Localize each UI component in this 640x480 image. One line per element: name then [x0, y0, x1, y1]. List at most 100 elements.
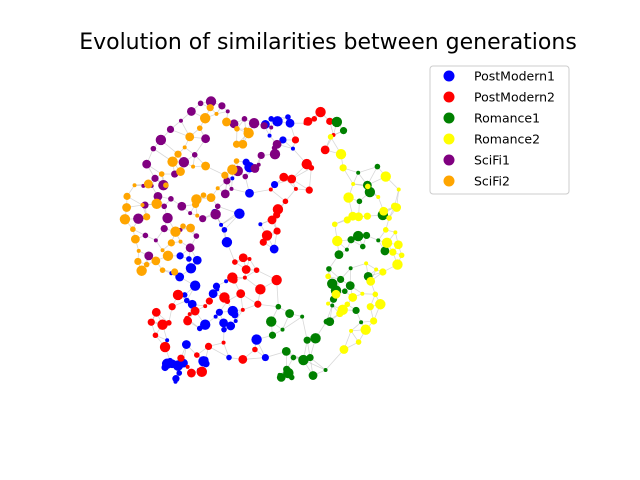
- graph-node-scifi2: [143, 213, 151, 221]
- graph-node-postmodern2: [203, 304, 208, 309]
- graph-node-romance1: [339, 127, 348, 135]
- graph-node-postmodern1: [199, 319, 211, 330]
- graph-node-postmodern2: [320, 145, 330, 155]
- graph-node-postmodern1: [219, 318, 228, 328]
- graph-node-scifi2: [196, 125, 203, 131]
- graph-node-scifi2: [199, 113, 211, 124]
- graph-node-scifi1: [241, 116, 248, 122]
- graph-node-postmodern2: [240, 307, 245, 312]
- graph-node-romance1: [347, 236, 355, 244]
- graph-node-postmodern1: [279, 136, 287, 144]
- graph-node-postmodern2: [268, 187, 273, 192]
- graph-node-romance2: [339, 164, 347, 172]
- graph-edge: [235, 309, 244, 322]
- graph-node-romance2: [348, 293, 358, 302]
- graph-node-romance1: [298, 354, 309, 366]
- graph-node-romance1: [266, 316, 277, 327]
- graph-edge: [301, 316, 308, 341]
- graph-node-scifi2: [195, 213, 200, 218]
- graph-node-scifi2: [159, 267, 166, 273]
- graph-node-romance1: [352, 306, 360, 315]
- graph-node-postmodern1: [183, 297, 190, 304]
- graph-node-postmodern2: [259, 238, 267, 246]
- graph-node-scifi2: [151, 256, 161, 266]
- graph-node-scifi1: [153, 238, 158, 243]
- graph-node-romance2: [379, 206, 389, 216]
- graph-node-postmodern1: [189, 280, 201, 291]
- graph-node-romance2: [364, 183, 371, 190]
- graph-node-postmodern2: [273, 227, 281, 235]
- graph-node-postmodern2: [236, 289, 246, 299]
- graph-node-postmodern2: [219, 292, 230, 303]
- graph-node-romance2: [393, 240, 403, 250]
- graph-node-romance1: [359, 243, 366, 250]
- graph-node-postmodern1: [202, 360, 210, 368]
- graph-node-romance2: [392, 259, 403, 270]
- graph-node-postmodern2: [254, 300, 262, 308]
- graph-node-scifi2: [186, 223, 195, 233]
- legend-marker: [443, 133, 455, 145]
- graph-node-postmodern1: [181, 340, 191, 349]
- graph-node-romance2: [343, 216, 351, 224]
- graph-node-scifi2: [136, 265, 147, 276]
- node-layer: [119, 96, 405, 384]
- graph-node-postmodern1: [175, 272, 185, 282]
- graph-node-postmodern2: [157, 319, 168, 330]
- legend-label: PostModern2: [474, 90, 555, 105]
- graph-node-romance2: [343, 192, 354, 203]
- graph-node-scifi2: [123, 192, 131, 200]
- graph-node-romance1: [348, 266, 353, 271]
- graph-node-scifi1: [201, 134, 211, 144]
- graph-node-romance2: [327, 134, 334, 140]
- graph-edge: [208, 346, 230, 358]
- graph-node-scifi1: [155, 134, 167, 146]
- graph-node-postmodern2: [221, 340, 226, 345]
- graph-node-postmodern1: [226, 354, 232, 361]
- graph-node-postmodern1: [221, 227, 228, 233]
- graph-node-romance2: [326, 301, 331, 306]
- graph-node-scifi1: [133, 213, 144, 224]
- graph-node-scifi2: [132, 183, 137, 188]
- graph-node-romance2: [336, 309, 344, 318]
- graph-node-romance1: [374, 163, 381, 170]
- graph-node-postmodern2: [186, 368, 196, 378]
- graph-node-postmodern2: [238, 355, 248, 364]
- graph-node-postmodern2: [301, 158, 312, 170]
- graph-node-scifi1: [214, 203, 221, 210]
- graph-node-romance1: [344, 247, 349, 252]
- graph-node-postmodern2: [311, 116, 318, 122]
- graph-node-scifi1: [218, 102, 226, 110]
- graph-node-scifi2: [171, 268, 179, 276]
- graph-node-postmodern1: [176, 252, 184, 260]
- graph-edge: [220, 212, 238, 226]
- graph-node-scifi1: [260, 122, 268, 130]
- graph-node-postmodern1: [221, 326, 227, 333]
- graph-node-romance1: [334, 250, 344, 260]
- legend-label: Romance2: [474, 132, 540, 147]
- graph-node-romance1: [331, 116, 343, 128]
- graph-node-postmodern1: [187, 299, 197, 309]
- graph-node-romance2: [379, 268, 387, 276]
- graph-node-romance2: [375, 299, 386, 310]
- graph-node-romance1: [362, 231, 371, 240]
- graph-node-scifi1: [153, 191, 163, 201]
- graph-node-romance2: [366, 303, 374, 311]
- legend-label: Romance1: [474, 111, 540, 126]
- graph-node-romance1: [376, 238, 381, 243]
- chart-title: Evolution of similarities between genera…: [79, 30, 577, 55]
- graph-node-postmodern2: [190, 306, 200, 316]
- graph-node-scifi1: [197, 100, 204, 107]
- graph-node-scifi2: [136, 248, 141, 253]
- graph-node-scifi2: [232, 140, 241, 148]
- graph-node-scifi1: [144, 251, 154, 261]
- graph-node-romance2: [374, 267, 379, 272]
- graph-node-romance2: [360, 291, 365, 296]
- graph-node-postmodern1: [186, 256, 192, 262]
- graph-node-postmodern2: [315, 106, 326, 118]
- graph-node-romance2: [392, 203, 402, 212]
- graph-node-postmodern2: [238, 253, 248, 263]
- graph-node-romance1: [330, 303, 335, 308]
- graph-node-romance1: [276, 373, 286, 382]
- graph-node-scifi2: [143, 261, 150, 268]
- graph-node-postmodern1: [234, 208, 245, 219]
